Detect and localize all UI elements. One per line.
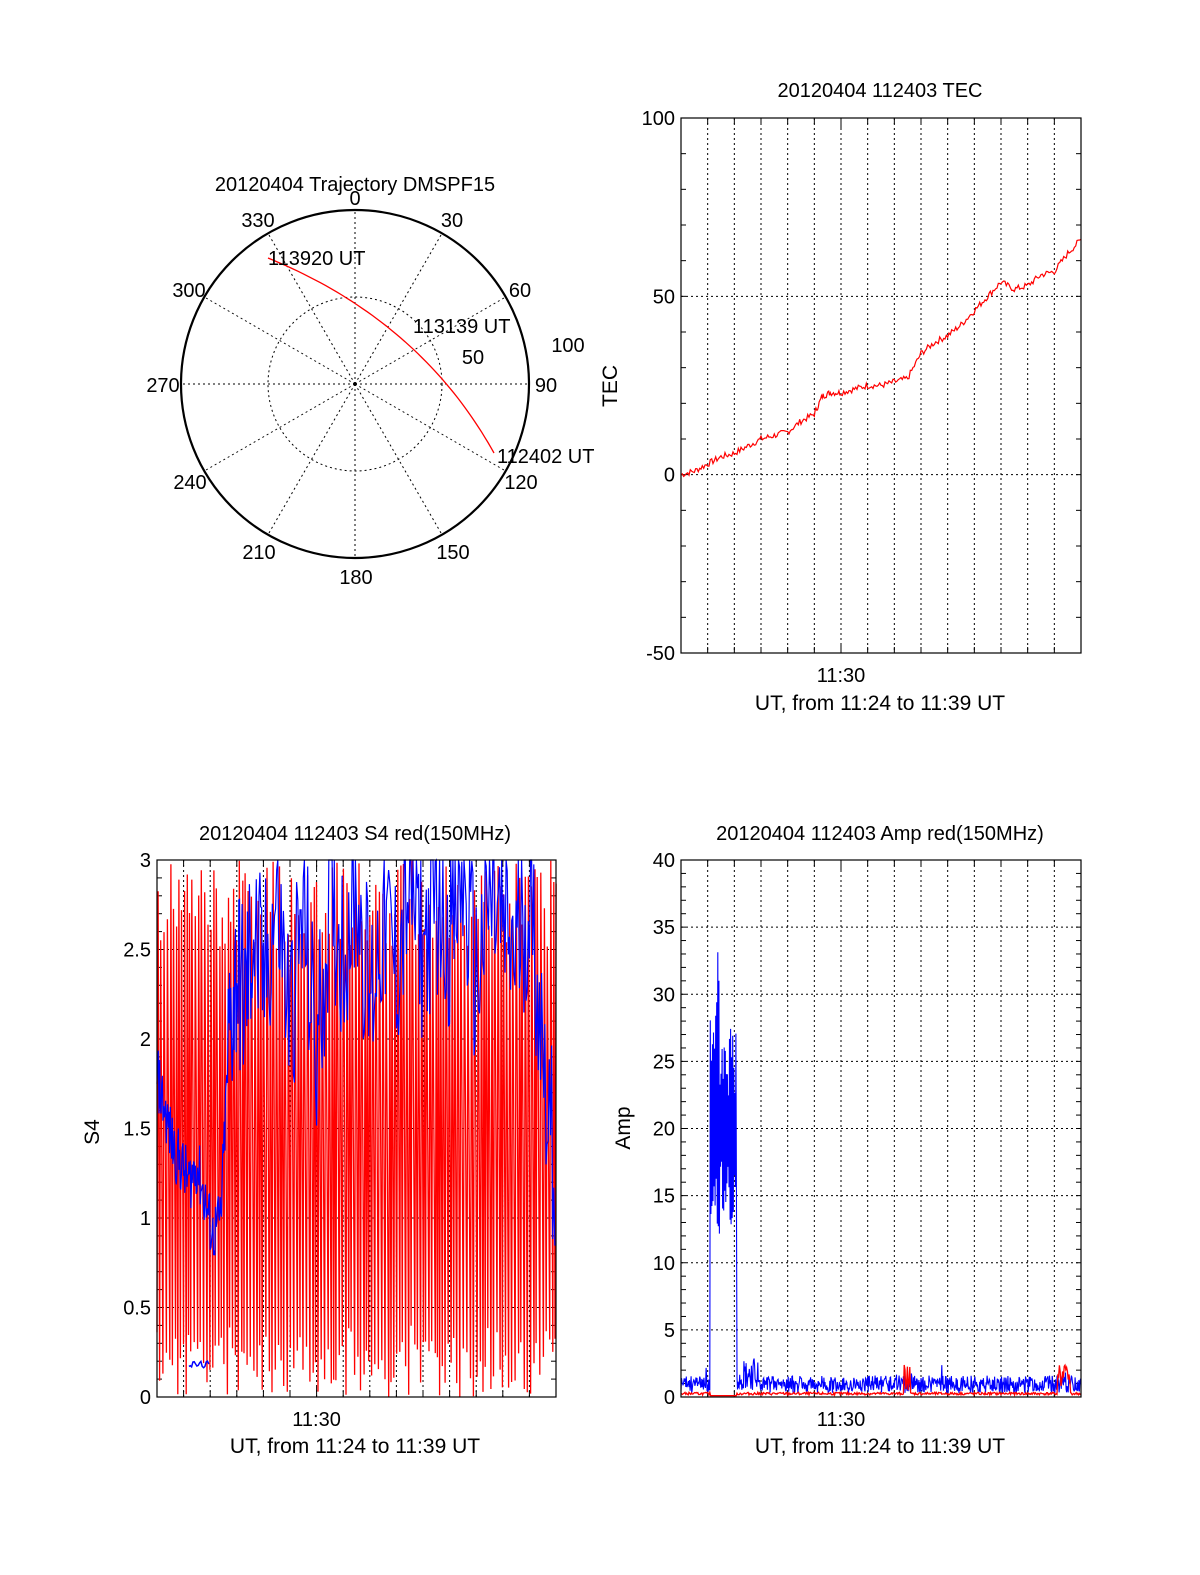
- tec-ytick-label: 100: [642, 108, 675, 130]
- polar-azimuth-label: 210: [242, 542, 275, 564]
- polar-radius-label: 50: [462, 347, 484, 369]
- trajectory-polar-chart: 20120404 Trajectory DMSPF15 0 30 60 90 120 15…: [146, 174, 594, 589]
- s4-xtick-label: 11:30: [292, 1409, 341, 1431]
- trajectory-mid-label: 113139 UT: [413, 316, 510, 338]
- s4-ytick-label: 1: [140, 1208, 151, 1230]
- polar-spoke: [267, 233, 356, 385]
- tec-ytick-label: 50: [653, 286, 675, 308]
- polar-azimuth-label: 180: [339, 567, 372, 589]
- amp-xtick-label: 11:30: [817, 1409, 866, 1431]
- amp-red-series: [680, 1363, 1082, 1398]
- polar-azimuth-label: 0: [349, 188, 360, 210]
- s4-ytick-label: 2: [140, 1029, 151, 1051]
- polar-azimuth-label: 60: [509, 280, 531, 302]
- amp-ytick-label: 10: [653, 1253, 675, 1275]
- s4-ytick-label: 0.5: [123, 1298, 151, 1320]
- s4-ytick-label: 1.5: [123, 1119, 151, 1141]
- amp-ytick-label: 40: [653, 850, 675, 872]
- tec-ytick-label: 0: [664, 465, 675, 487]
- trajectory-line: [267, 257, 495, 454]
- polar-spoke: [354, 383, 443, 535]
- polar-spoke: [204, 296, 356, 385]
- tec-ytick-label: -50: [646, 643, 675, 665]
- amp-ytick-label: 15: [653, 1186, 675, 1208]
- tec-title: 20120404 112403 TEC: [778, 80, 983, 102]
- polar-outer-circle: [179, 208, 531, 560]
- trajectory-annotations: 113920 UT 113139 UT 112402 UT: [268, 248, 594, 468]
- tec-grid: [681, 118, 1081, 653]
- amp-ytick-label: 0: [664, 1387, 675, 1409]
- s4-blue-low-segment: [188, 1359, 210, 1369]
- s4-frame: [156, 859, 557, 1398]
- polar-radius-labels: 50 100: [462, 335, 585, 369]
- polar-azimuth-label: 150: [436, 542, 469, 564]
- s4-title: 20120404 112403 S4 red(150MHz): [199, 823, 511, 845]
- polar-spoke: [354, 383, 506, 472]
- polar-azimuth-label: 120: [504, 472, 537, 494]
- amp-frame: [680, 859, 1082, 1398]
- amp-ylabel: Amp: [612, 1106, 635, 1149]
- amp-ytick-label: 30: [653, 984, 675, 1006]
- polar-spoke: [204, 383, 356, 472]
- s4-tick-labels: 0 0.5 1 1.5 2 2.5 3 11:30: [123, 850, 341, 1431]
- trajectory-end-label: 113920 UT: [268, 248, 365, 270]
- polar-radius-label: 100: [551, 335, 584, 357]
- amp-tick-labels: 0 5 10 15 20 25 30 35 40 11:30: [653, 850, 866, 1431]
- tec-frame: [680, 117, 1082, 654]
- s4-ytick-label: 2.5: [123, 940, 151, 962]
- polar-spoke: [354, 233, 443, 385]
- tec-ticks: [681, 117, 1081, 654]
- s4-xlabel: UT, from 11:24 to 11:39 UT: [230, 1435, 480, 1458]
- tec-chart: 20120404 112403 TEC UT, from 11:24 to 11…: [599, 80, 1082, 715]
- amp-title: 20120404 112403 Amp red(150MHz): [716, 823, 1044, 845]
- trajectory-track: [267, 257, 495, 454]
- polar-azimuth-label: 270: [146, 375, 179, 397]
- amp-ytick-label: 20: [653, 1119, 675, 1141]
- amp-chart: 20120404 112403 Amp red(150MHz) UT, from…: [612, 823, 1082, 1458]
- polar-spoke: [267, 383, 356, 535]
- tec-tick-labels: -50 0 50 100 11:30: [642, 108, 866, 687]
- s4-blue-series: [156, 858, 556, 1256]
- polar-azimuth-label: 90: [535, 375, 557, 397]
- polar-azimuth-label: 240: [173, 472, 206, 494]
- tec-xlabel: UT, from 11:24 to 11:39 UT: [755, 692, 1005, 715]
- polar-azimuth-label: 300: [172, 280, 205, 302]
- tec-series-line: [680, 238, 1082, 478]
- amp-blue-series: [680, 952, 1082, 1395]
- tec-xtick-label: 11:30: [817, 665, 866, 687]
- s4-ylabel: S4: [81, 1119, 104, 1145]
- polar-azimuth-label: 330: [241, 210, 274, 232]
- s4-red-series: [156, 860, 557, 1397]
- amp-grid: [681, 860, 1081, 1397]
- amp-ytick-label: 25: [653, 1051, 675, 1073]
- s4-ytick-label: 0: [140, 1387, 151, 1409]
- tec-ylabel: TEC: [599, 365, 622, 407]
- polar-grid: [179, 208, 531, 560]
- trajectory-start-label: 112402 UT: [497, 446, 594, 468]
- polar-title: 20120404 Trajectory DMSPF15: [215, 174, 495, 196]
- polar-azimuth-label: 30: [441, 210, 463, 232]
- s4-ytick-label: 3: [140, 850, 151, 872]
- polar-spoke: [354, 296, 506, 385]
- s4-chart: 20120404 112403 S4 red(150MHz) UT, from …: [81, 823, 557, 1458]
- amp-xlabel: UT, from 11:24 to 11:39 UT: [755, 1435, 1005, 1458]
- amp-ytick-label: 35: [653, 917, 675, 939]
- polar-azimuth-labels: 0 30 60 90 120 150 180 210 240 270 300 330: [146, 188, 557, 589]
- amp-ytick-label: 5: [664, 1320, 675, 1342]
